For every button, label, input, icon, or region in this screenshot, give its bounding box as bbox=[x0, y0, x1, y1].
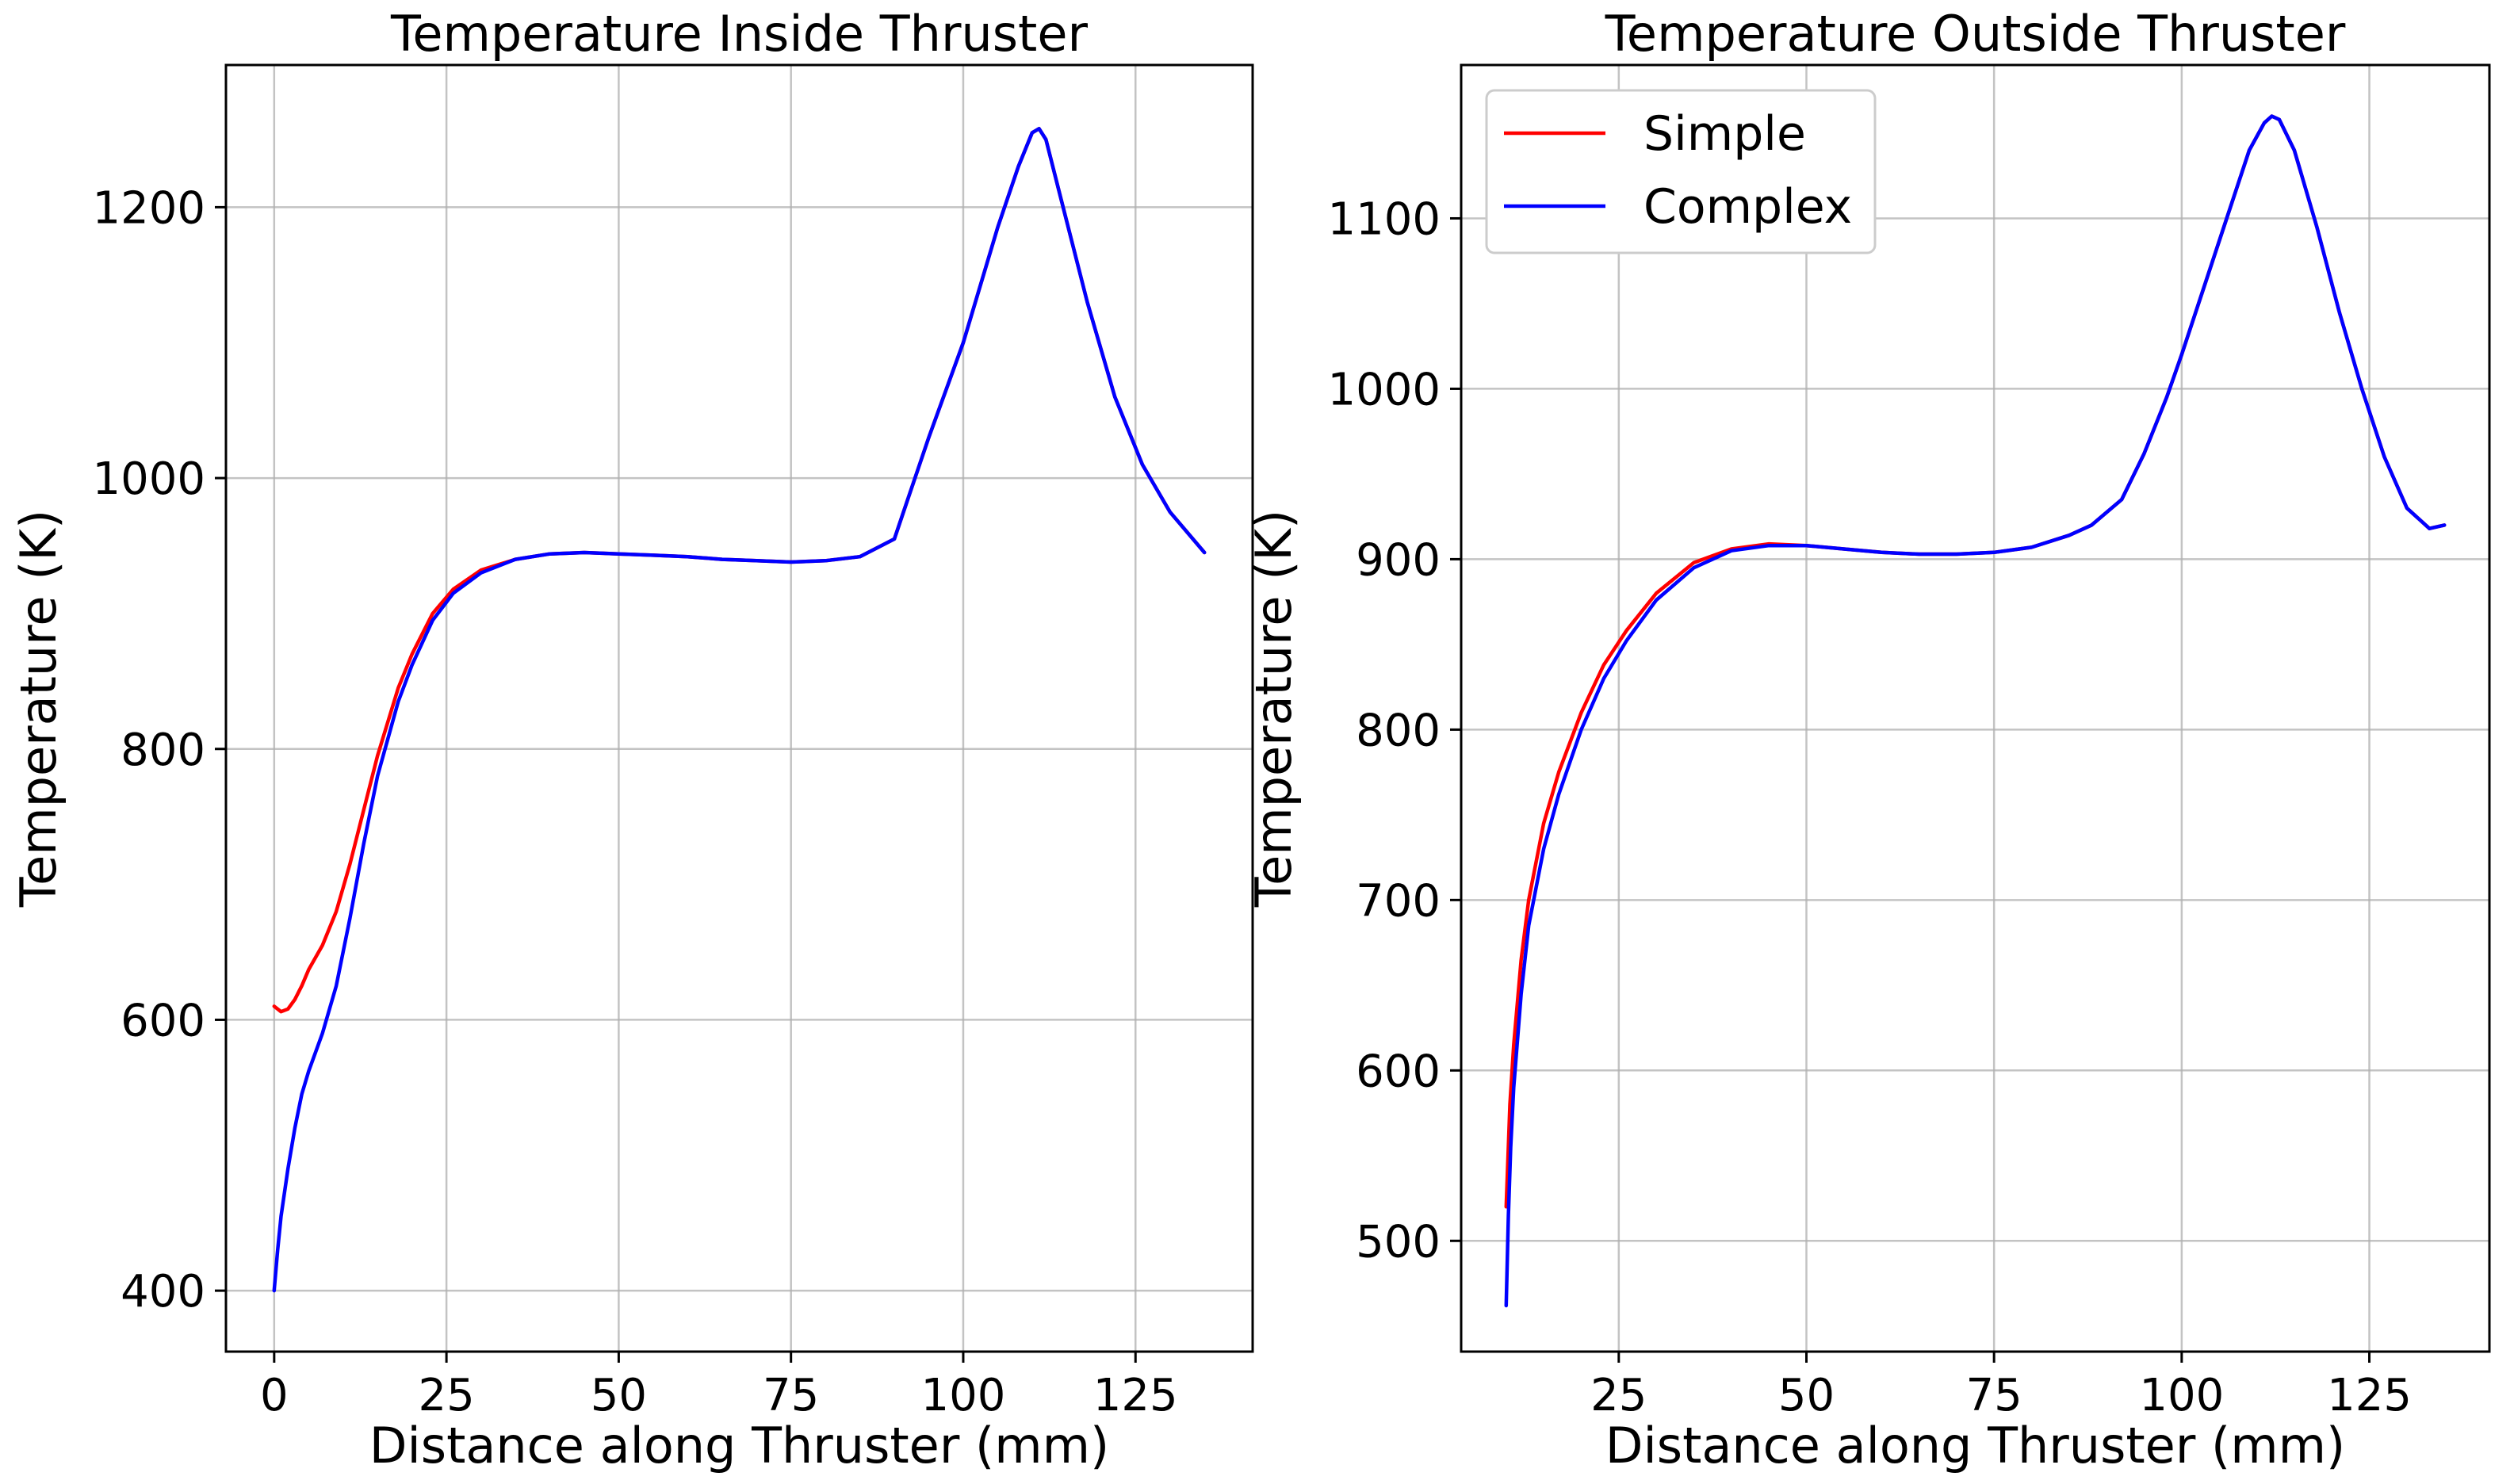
x-tick-label: 125 bbox=[1093, 1370, 1178, 1421]
x-tick-label: 100 bbox=[2139, 1370, 2224, 1421]
chart-1: 0 25 50 75 100 125 400 600 800 1000 1200 Temperatur… bbox=[10, 5, 1254, 1474]
legend-label-simple: Simple bbox=[1643, 106, 1806, 162]
x-tick-label: 25 bbox=[418, 1370, 474, 1421]
x-axis-label: Distance along Thruster (mm) bbox=[1605, 1417, 2345, 1474]
legend-box bbox=[1485, 89, 1877, 254]
y-tick-label: 700 bbox=[1356, 875, 1441, 927]
y-tick-label: 600 bbox=[1356, 1046, 1441, 1097]
x-tick-label: 50 bbox=[591, 1370, 647, 1421]
chart-2: 25 50 75 100 125 500 600 700 800 900 1000 1100 Tempe… bbox=[1245, 5, 2491, 1474]
chart-title: Temperature Inside Thruster bbox=[390, 5, 1088, 63]
x-tick-label: 75 bbox=[763, 1370, 819, 1421]
x-tick-label: 75 bbox=[1966, 1370, 2022, 1421]
x-tick-label: 125 bbox=[2327, 1370, 2412, 1421]
y-tick-label: 1100 bbox=[1327, 193, 1441, 245]
x-tick-label: 25 bbox=[1590, 1370, 1647, 1421]
x-axis-label: Distance along Thruster (mm) bbox=[369, 1417, 1109, 1474]
series-line-complex bbox=[272, 127, 1207, 1293]
axes-frame bbox=[1460, 63, 2491, 1353]
y-tick-label: 600 bbox=[121, 995, 205, 1046]
y-tick-label: 1000 bbox=[92, 453, 205, 505]
x-tick-label: 0 bbox=[260, 1370, 289, 1421]
y-axis-label: Temperature (K) bbox=[10, 510, 67, 908]
axes-frame bbox=[224, 63, 1254, 1353]
chart-title: Temperature Outside Thruster bbox=[1605, 5, 2346, 63]
series-line-simple bbox=[272, 127, 1207, 1014]
y-tick-label: 500 bbox=[1356, 1216, 1441, 1268]
y-tick-label: 800 bbox=[1356, 705, 1441, 756]
y-tick-label: 800 bbox=[121, 725, 205, 776]
legend: Simple Complex bbox=[1485, 89, 1877, 254]
y-tick-label: 900 bbox=[1356, 534, 1441, 586]
legend-label-complex: Complex bbox=[1643, 179, 1852, 235]
y-axis-label: Temperature (K) bbox=[1245, 510, 1303, 908]
y-tick-label: 400 bbox=[121, 1266, 205, 1318]
y-tick-label: 1200 bbox=[92, 182, 205, 234]
x-tick-label: 100 bbox=[921, 1370, 1006, 1421]
x-tick-label: 50 bbox=[1778, 1370, 1835, 1421]
series-line-simple bbox=[1504, 114, 2447, 1209]
y-tick-label: 1000 bbox=[1327, 364, 1441, 415]
series-line-complex bbox=[1504, 114, 2447, 1308]
